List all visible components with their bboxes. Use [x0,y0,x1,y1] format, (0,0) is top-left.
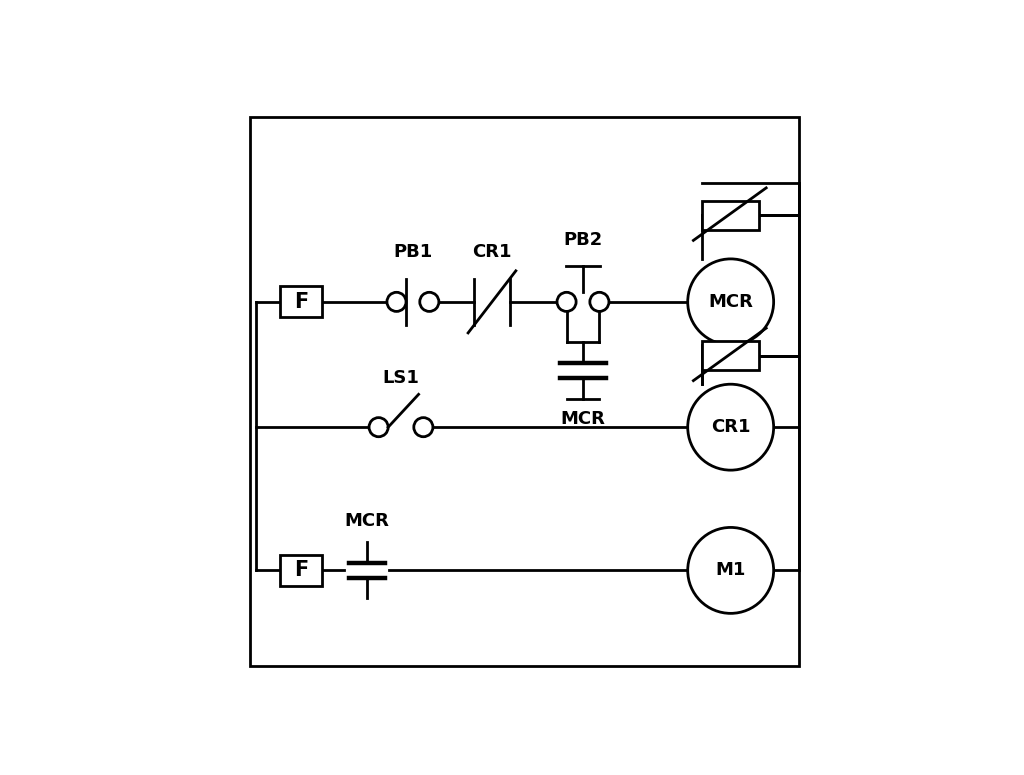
Text: CR1: CR1 [711,418,751,436]
Text: PB2: PB2 [563,232,602,250]
Text: LS1: LS1 [383,369,420,387]
Text: MCR: MCR [344,512,389,530]
Text: CR1: CR1 [472,243,512,261]
Circle shape [590,292,609,312]
Text: MCR: MCR [709,293,753,311]
Text: M1: M1 [716,561,745,580]
Text: MCR: MCR [560,411,605,429]
Circle shape [414,418,433,437]
Circle shape [387,292,407,312]
Bar [281,286,322,318]
Text: F: F [294,292,308,312]
Bar [702,341,759,370]
Circle shape [420,292,439,312]
Circle shape [557,292,577,312]
Circle shape [688,528,774,613]
Circle shape [688,259,774,345]
Bar [281,555,322,586]
Text: PB1: PB1 [393,243,432,261]
Circle shape [369,418,388,437]
Bar [702,201,759,229]
Circle shape [688,384,774,470]
Text: F: F [294,560,308,580]
